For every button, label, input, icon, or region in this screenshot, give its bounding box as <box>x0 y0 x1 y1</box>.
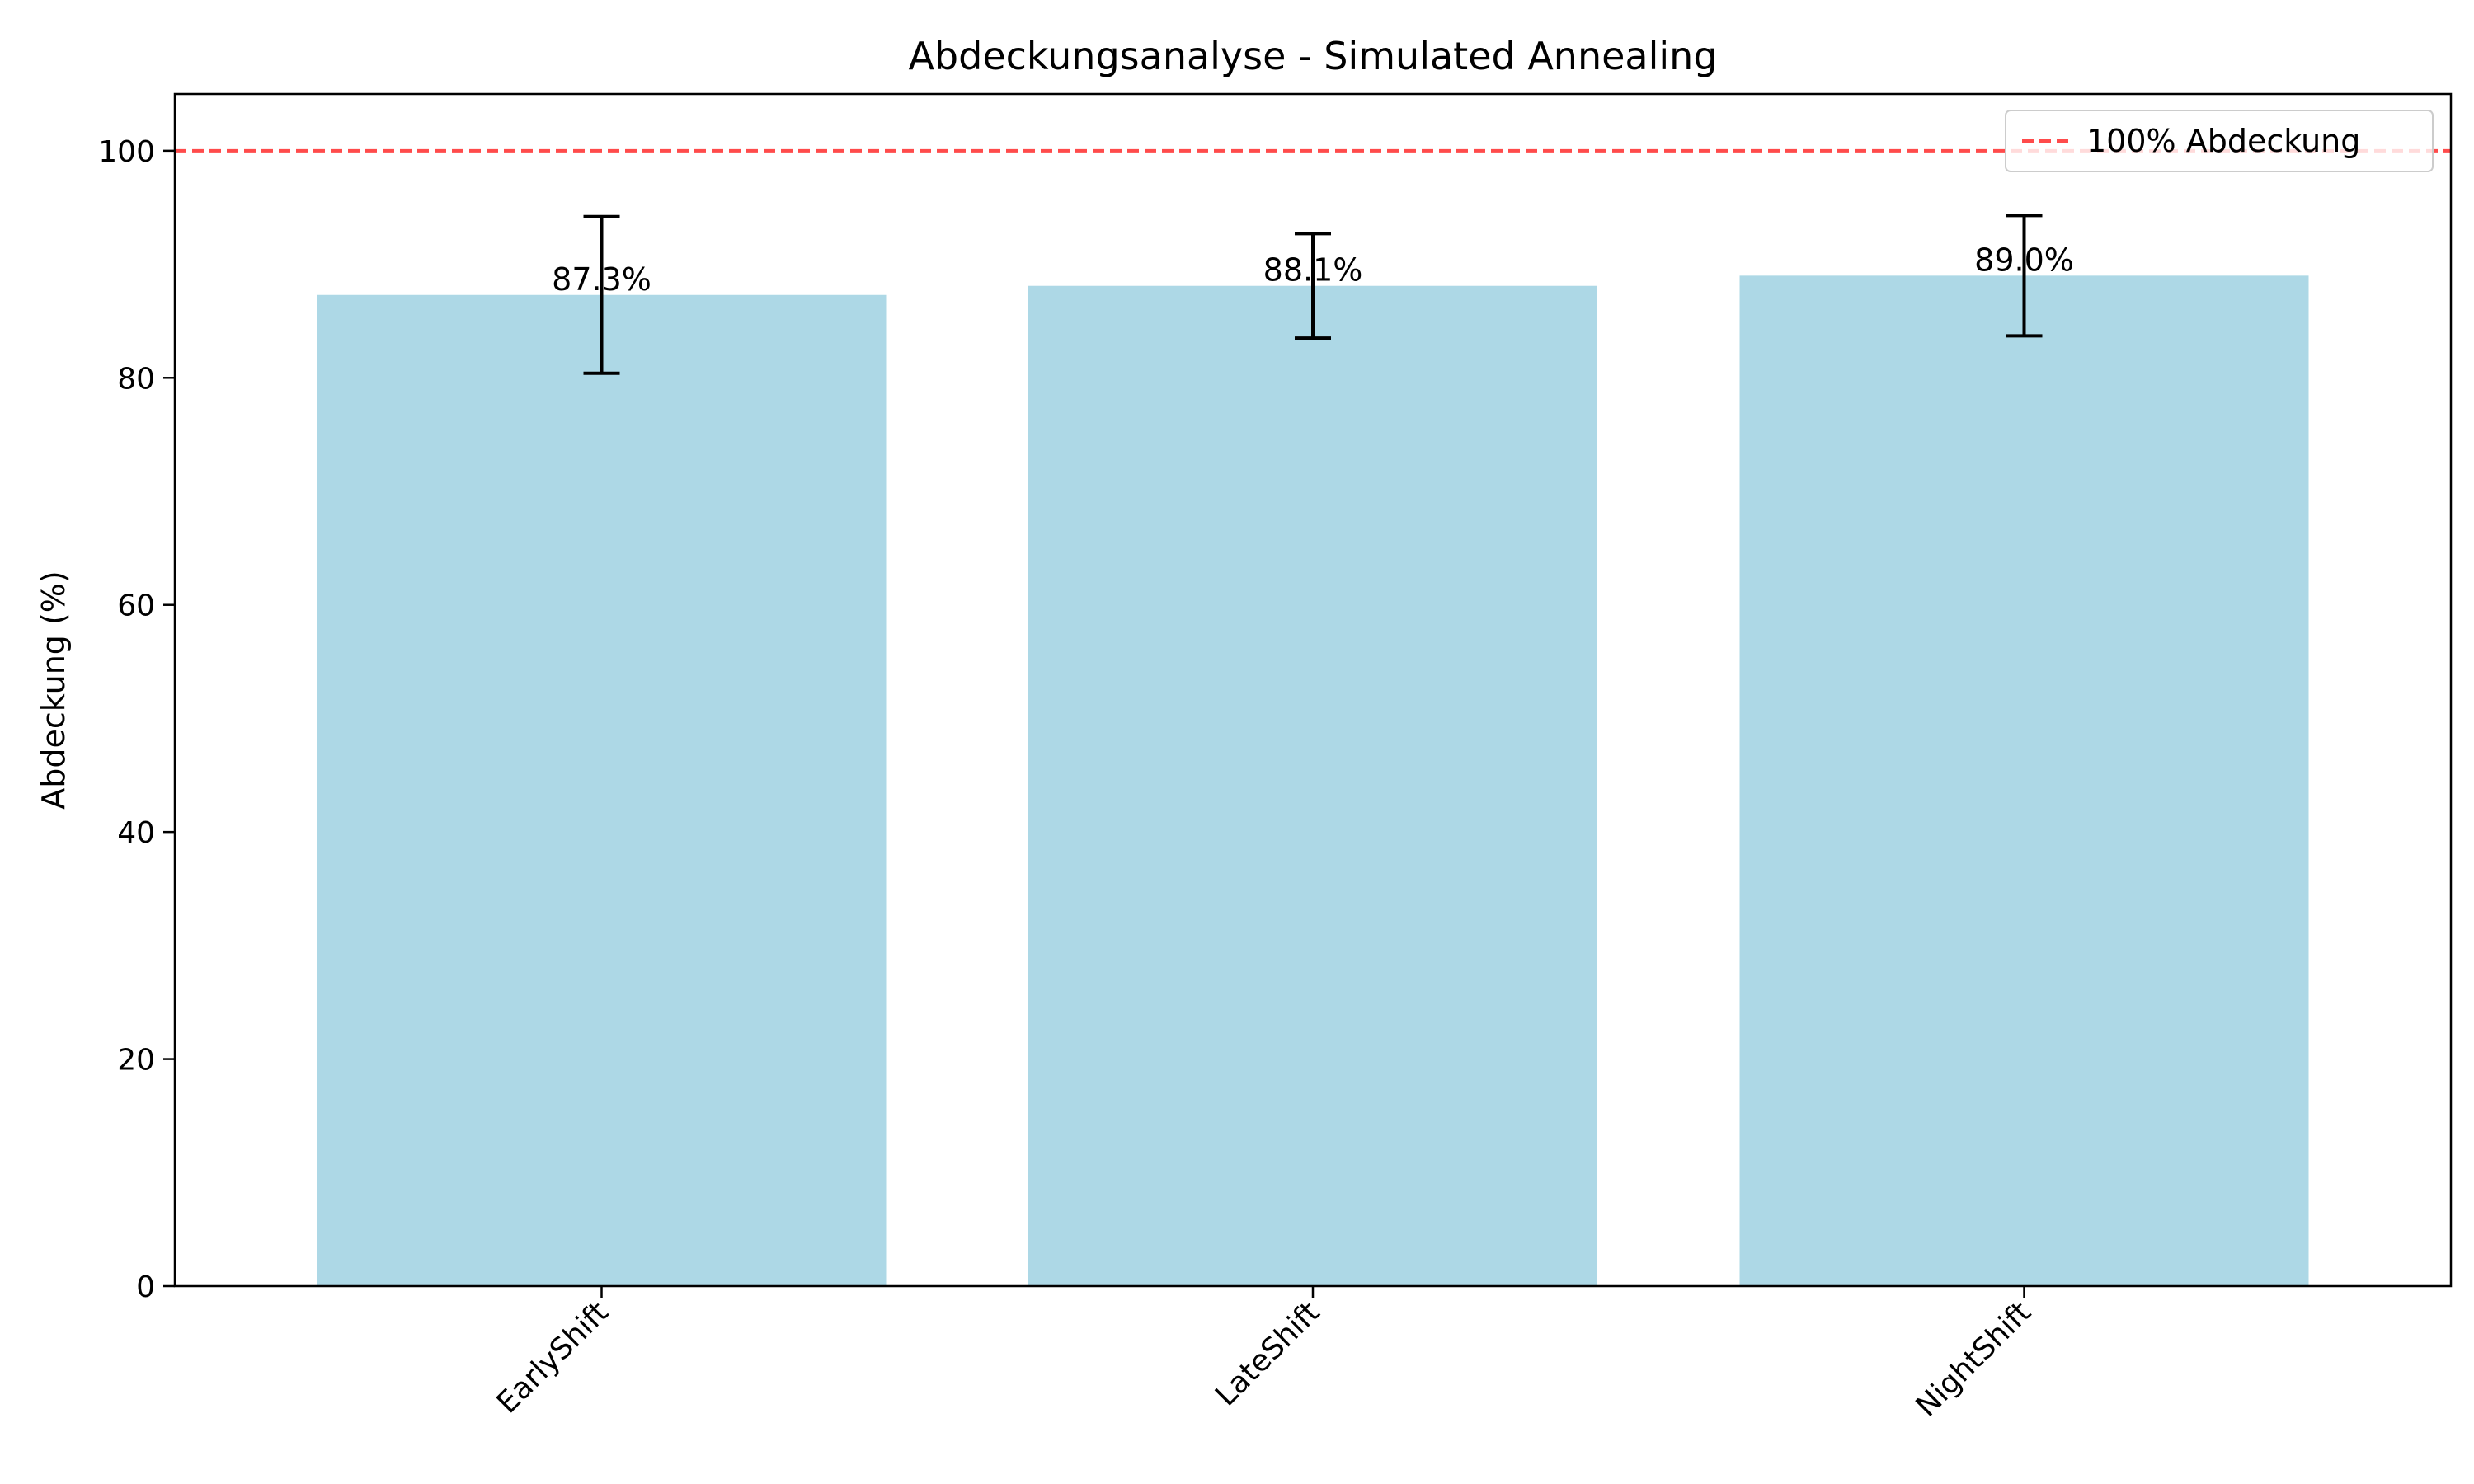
x-tick-label-nightshift: NightShift <box>1910 1295 2038 1423</box>
y-tick-label: 100 <box>98 135 155 169</box>
legend-box <box>2005 110 2434 172</box>
error-bar-earlyshift <box>583 214 620 375</box>
bar-nightshift <box>1739 275 2309 1286</box>
bar-earlyshift <box>317 294 887 1286</box>
y-tick-label: 0 <box>136 1270 155 1304</box>
y-tick-label: 40 <box>117 816 155 850</box>
x-tick-label-lateshift: LateShift <box>1209 1295 1326 1412</box>
y-tick-label: 20 <box>117 1044 155 1078</box>
bar-lateshift <box>1028 285 1597 1286</box>
legend-label: 100% Abdeckung <box>2086 123 2360 159</box>
x-tick-label-earlyshift: EarlyShift <box>491 1295 615 1420</box>
y-tick-label: 60 <box>117 589 155 623</box>
legend: 100% Abdeckung <box>2005 110 2434 172</box>
y-axis-label: Abdeckung (%) <box>35 571 72 809</box>
error-bar-lateshift <box>1295 232 1331 340</box>
error-bar-nightshift <box>2006 214 2043 338</box>
y-tick-label: 80 <box>117 362 155 396</box>
chart-title: Abdeckungsanalyse - Simulated Annealing <box>908 34 1717 78</box>
